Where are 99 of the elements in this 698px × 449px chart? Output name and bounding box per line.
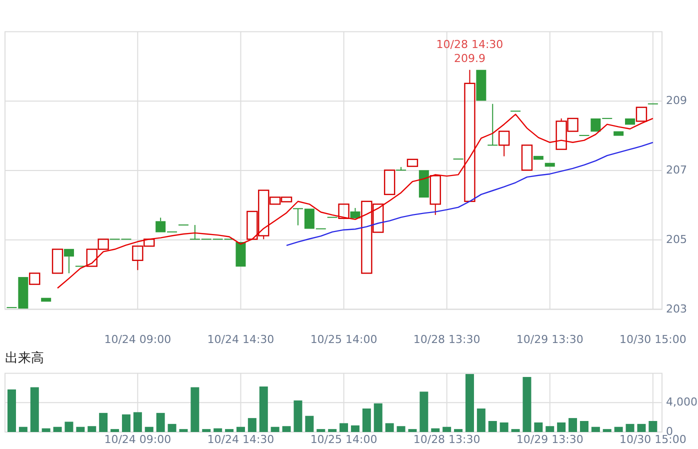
candlestick [41,298,52,302]
bar [580,420,588,432]
bar [442,426,452,432]
candlestick [29,272,40,285]
bar [488,420,497,432]
candlestick [406,158,418,167]
candlestick [498,130,510,157]
x-tick-label: 10/24 09:00 [104,433,172,446]
bar [637,424,646,432]
x-tick-label: 10/25 14:00 [310,433,378,446]
bar [614,426,623,432]
bar [305,416,314,432]
candlestick [384,170,396,196]
bar [316,429,326,432]
candlestick [52,248,64,274]
bar [534,422,543,432]
bar [591,426,600,432]
annotation: 209.9 [454,52,486,65]
bar [18,426,28,432]
bar [465,374,474,432]
bar [42,428,50,432]
bar [626,424,634,432]
bar [168,424,176,432]
candlestick [625,118,636,125]
x-tick-label: 10/24 14:30 [207,433,274,446]
bar [476,408,486,432]
annotation: 10/28 14:30 [436,38,504,51]
bar [30,387,39,432]
bar [236,426,245,432]
bar [420,392,428,432]
y-tick-label: 203 [666,302,687,316]
y-tick-label: 207 [666,164,687,177]
bar [648,420,658,432]
candlestick [521,144,533,171]
bar [557,422,566,432]
bar [156,412,165,432]
bar [522,376,532,432]
y-tick-label: 4,000 [666,396,698,409]
candlestick [488,103,498,146]
bar [202,429,211,432]
candlestick [636,106,648,122]
candlestick [614,131,624,136]
bar [248,418,256,432]
bar [270,426,280,432]
candlestick [544,162,555,167]
x-tick-label: 10/30 15:00 [619,333,686,346]
bar [64,422,74,432]
bar [214,428,222,432]
candlestick [476,70,486,101]
bar [225,429,234,432]
bar [408,429,417,432]
bar [362,408,371,432]
y-tick-label: 205 [666,232,687,246]
line-series [286,142,654,246]
bar [76,426,85,432]
candlestick [338,204,350,219]
candlestick [64,248,74,274]
candlestick [464,69,476,202]
bar [144,426,154,432]
bar [431,428,440,432]
x-tick-label: 10/29 13:30 [516,333,584,346]
bar [259,386,268,432]
x-tick-label: 10/24 09:00 [104,333,172,346]
bar [328,429,337,432]
line-series [56,114,654,289]
bar [350,425,360,432]
candlestick [236,242,246,267]
y-tick-label: 209 [666,94,687,108]
x-tick-label: 10/28 13:30 [413,333,480,346]
bar [396,426,406,432]
bar [546,426,554,432]
bar [282,426,291,432]
bar [88,426,96,432]
bar [500,422,508,432]
candlestick [430,175,441,216]
x-tick-label: 10/24 14:30 [207,333,274,346]
candlestick [350,207,360,218]
bar [7,389,16,432]
candlestick [533,156,544,160]
bar [374,403,382,432]
bar [294,400,302,432]
bar [602,429,612,432]
x-tick-label: 10/25 14:00 [310,333,378,346]
bar [133,412,142,432]
bar [454,429,463,432]
bar [190,387,200,432]
bar [511,429,520,432]
candlestick [418,170,429,198]
bar [385,423,394,432]
bar [340,423,348,432]
chart-title: 出来高 [5,350,44,366]
x-tick-label: 10/29 13:30 [516,433,584,446]
bar [179,429,188,432]
bar [99,412,108,432]
bar [53,426,62,432]
bar [110,429,120,432]
bar [122,414,130,432]
x-tick-label: 10/28 13:30 [413,433,480,446]
bar [568,418,578,432]
